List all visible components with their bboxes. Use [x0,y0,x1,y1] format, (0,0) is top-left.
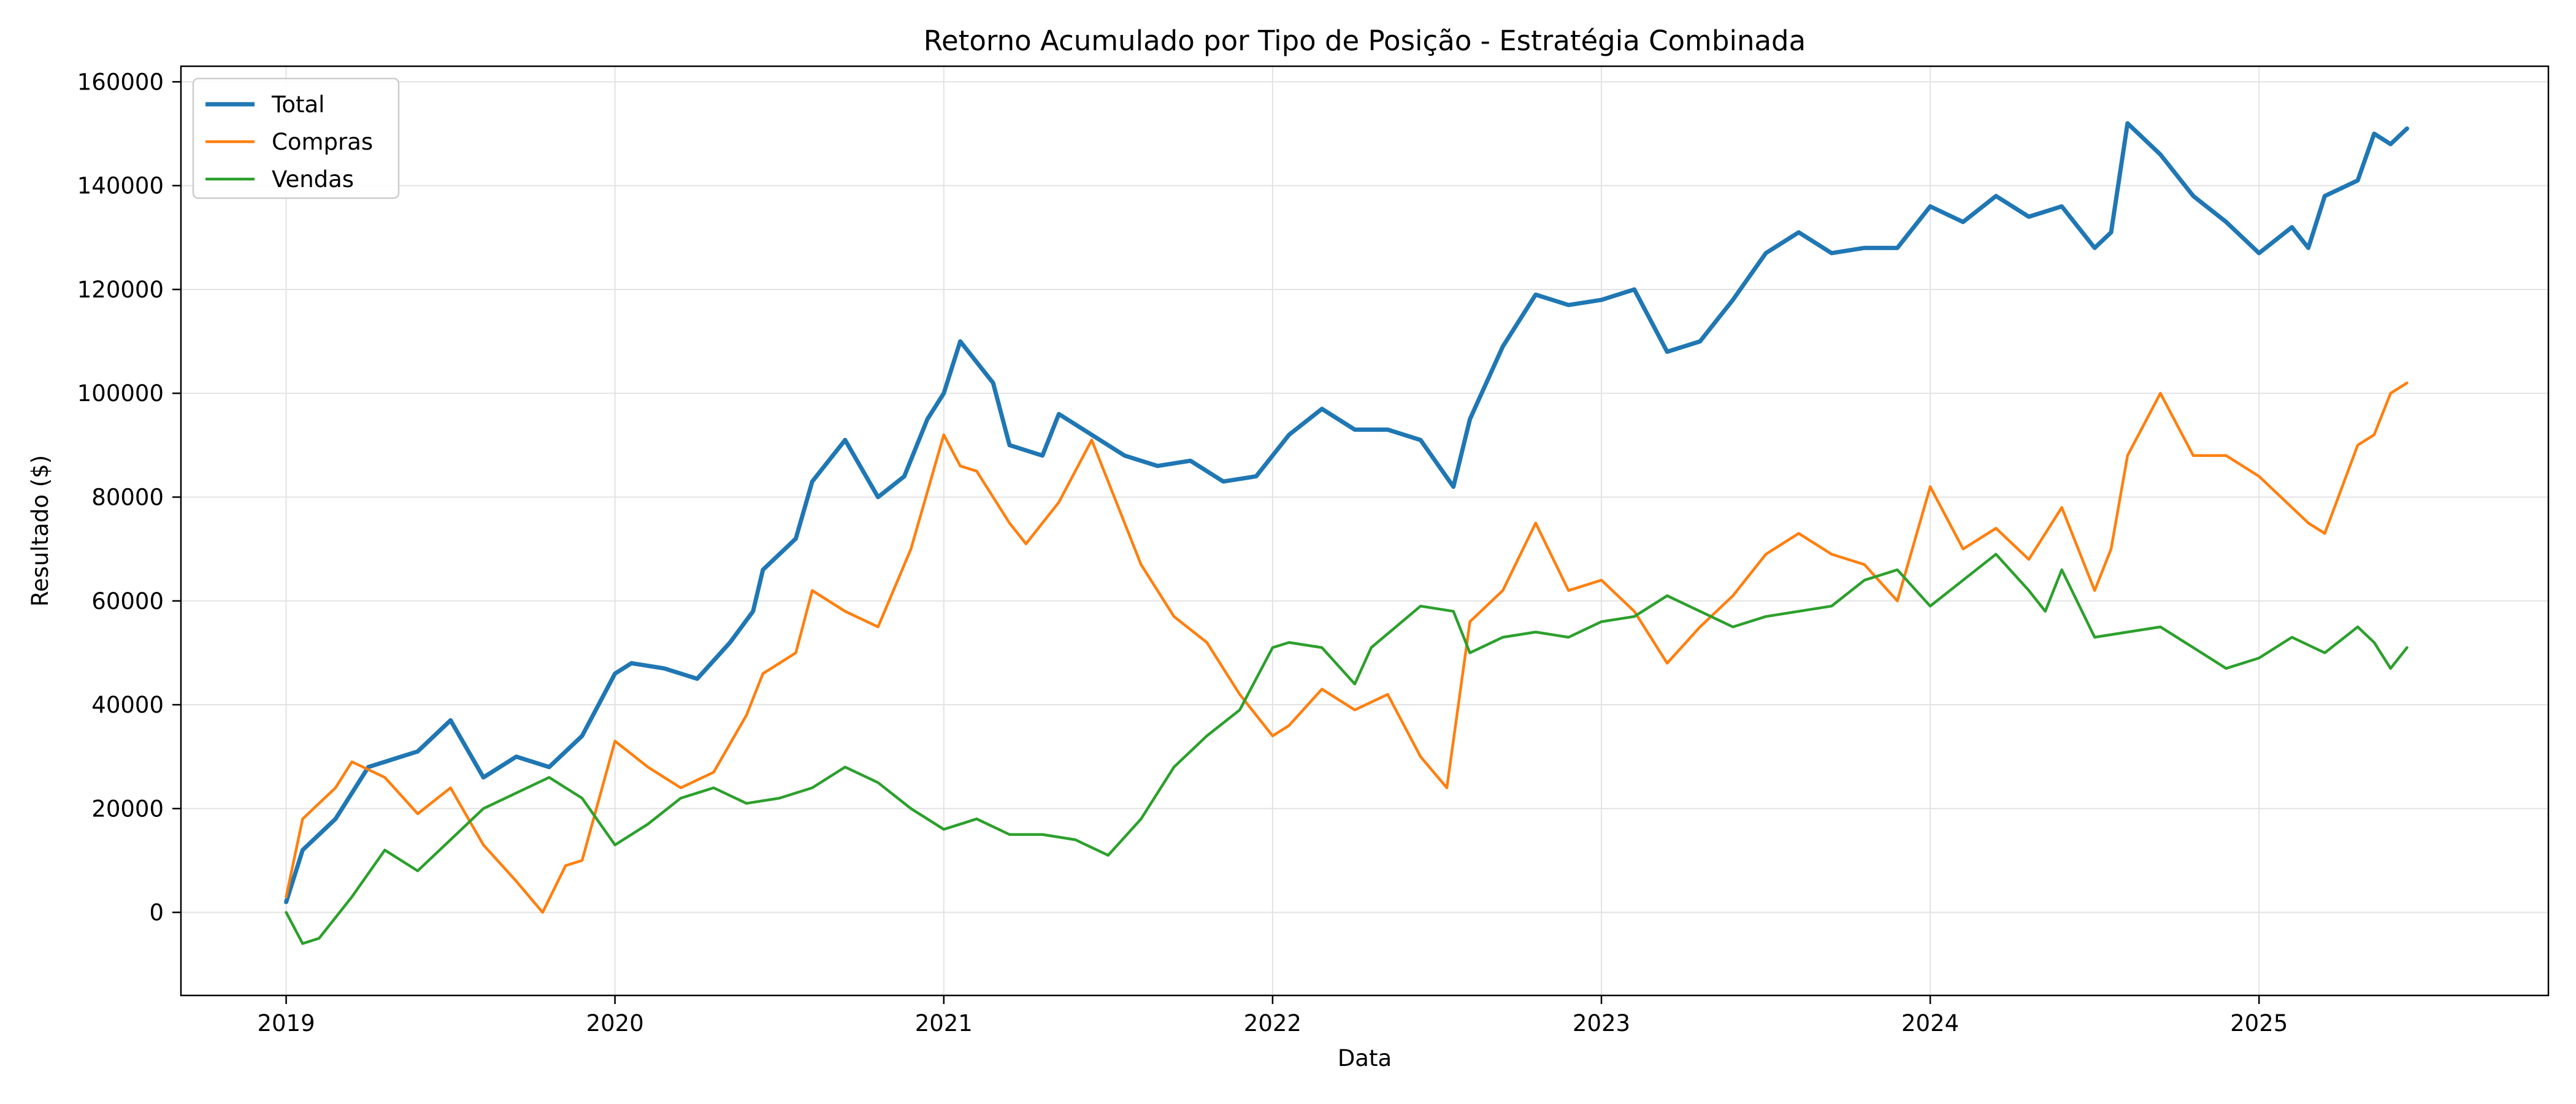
y-tick-label: 120000 [77,277,164,303]
legend-box [192,77,400,199]
series-lines [284,121,2409,945]
y-tick-label: 140000 [77,173,164,199]
series-line-total [284,121,2409,905]
series-line-vendas [285,553,2409,945]
plot-frame [180,65,2550,997]
x-tick-label: 2020 [586,1010,644,1037]
y-tick-label: 80000 [91,484,164,510]
x-tick-label: 2019 [257,1010,315,1037]
y-tick-label: 0 [149,900,164,926]
x-tick-label: 2021 [915,1010,973,1037]
y-axis: 0 20000 40000 60000 80000 100000 120000 140000 1… [77,69,181,926]
x-tick-label: 2022 [1244,1010,1301,1037]
legend-label: Vendas [272,166,354,193]
x-tick-label: 2023 [1573,1010,1630,1037]
x-axis: 2019 2020 2021 2022 2023 2024 2025 [257,995,2288,1037]
y-tick-label: 40000 [91,692,164,718]
x-tick-label: 2025 [2230,1010,2288,1037]
legend-label: Total [271,91,324,118]
y-tick-label: 60000 [91,588,164,615]
x-axis-title: Data [1338,1045,1392,1071]
y-tick-label: 160000 [77,69,164,95]
x-tick-label: 2024 [1901,1010,1959,1037]
legend-label: Compras [272,129,373,155]
chart-title: Retorno Acumulado por Tipo de Posição - … [924,25,1806,57]
series-line-compras [285,381,2409,914]
legend: Total Compras Vendas [192,77,400,199]
y-tick-label: 100000 [77,380,164,407]
y-tick-label: 20000 [91,795,164,822]
y-axis-title: Resultado ($) [27,455,53,607]
